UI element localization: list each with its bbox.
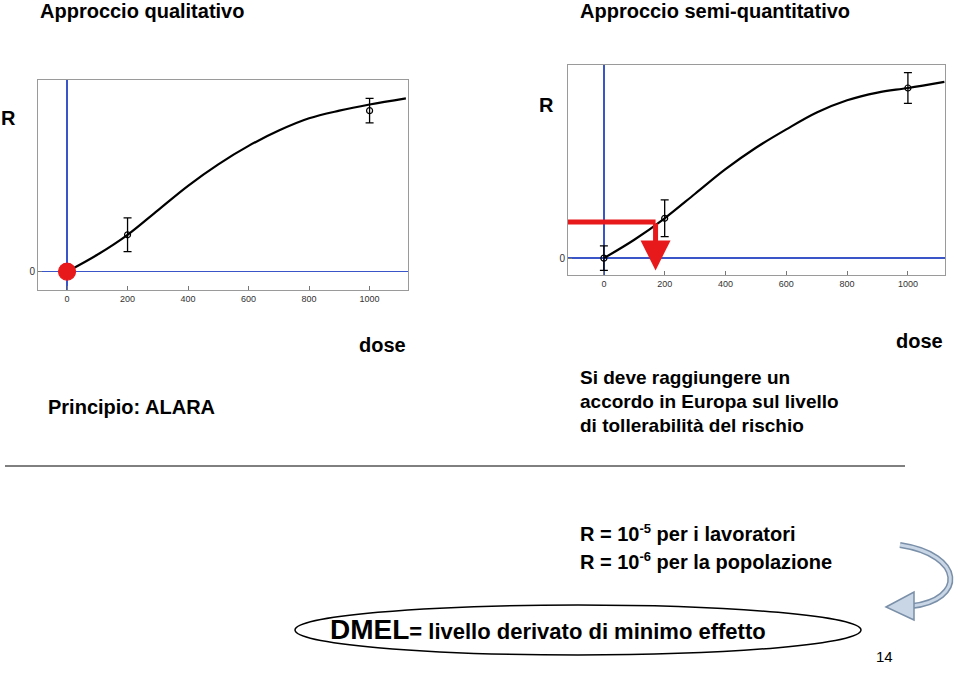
svg-text:0: 0	[559, 253, 565, 264]
html-text:R = 10-6per la popolazione: R = 10-6per la popolazione	[580, 549, 833, 573]
svg-text:1000: 1000	[898, 279, 918, 289]
html-text:Si deve raggiungere un: Si deve raggiungere un	[580, 367, 791, 388]
html-text:Approccio semi-quantitativo: Approccio semi-quantitativo	[580, 0, 850, 22]
svg-text:R: R	[540, 94, 554, 116]
svg-text:dose: dose	[359, 334, 406, 356]
html-text:di tollerabilità del rischio: di tollerabilità del rischio	[580, 415, 804, 436]
svg-text:600: 600	[241, 294, 256, 304]
svg-text:800: 800	[302, 294, 317, 304]
svg-text:0: 0	[29, 266, 35, 277]
svg-text:1000: 1000	[360, 294, 380, 304]
svg-text:600: 600	[779, 279, 794, 289]
svg-text:dose: dose	[896, 330, 943, 350]
html-text:accordo in Europa sul livello: accordo in Europa sul livello	[580, 391, 839, 412]
svg-text:200: 200	[657, 279, 672, 289]
svg-text:200: 200	[120, 294, 135, 304]
html-text:Approccio qualitativo: Approccio qualitativo	[40, 0, 245, 22]
svg-text:0: 0	[65, 294, 70, 304]
html-text:R = 10-5per i lavoratori: R = 10-5per i lavoratori	[580, 521, 796, 545]
svg-text:R: R	[1, 107, 16, 129]
svg-text:400: 400	[181, 294, 196, 304]
html-text:14: 14	[876, 648, 893, 665]
svg-text:0: 0	[601, 279, 606, 289]
svg-text:800: 800	[840, 279, 855, 289]
svg-text:400: 400	[718, 279, 733, 289]
html-text:Principio: ALARA: Principio: ALARA	[48, 396, 215, 418]
html-text:DMEL= livello derivato di mini: DMEL= livello derivato di minimo effetto	[330, 614, 766, 645]
